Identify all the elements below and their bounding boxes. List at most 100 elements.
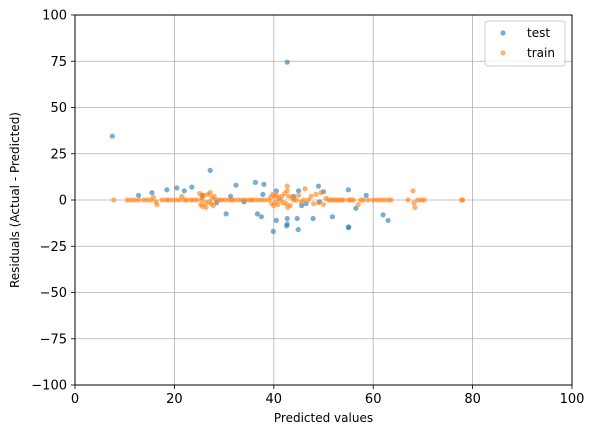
point-test: [315, 183, 322, 189]
point-train: [154, 202, 160, 208]
point-train: [275, 202, 281, 208]
point-train: [287, 203, 293, 209]
point-train: [201, 192, 207, 198]
point-train: [318, 190, 324, 196]
point-train: [313, 191, 319, 197]
point-train: [410, 188, 416, 194]
y-tick-label: −25: [40, 240, 67, 255]
y-tick-label: 50: [50, 101, 67, 116]
point-train: [210, 203, 216, 209]
point-test: [181, 188, 187, 194]
point-test: [258, 214, 264, 220]
point-test: [296, 188, 302, 194]
point-test: [299, 203, 305, 209]
point-train: [293, 197, 299, 203]
point-train: [421, 197, 427, 203]
y-tick-label: 100: [42, 9, 67, 24]
point-train: [128, 197, 134, 203]
data-points: [109, 59, 466, 234]
legend-label-test: test: [527, 26, 550, 40]
y-tick-label: −100: [31, 379, 67, 394]
point-test: [149, 190, 155, 196]
x-tick-label: 80: [464, 392, 481, 407]
point-test: [174, 185, 180, 191]
point-train: [132, 197, 138, 203]
point-train: [262, 197, 268, 203]
point-train: [460, 197, 466, 203]
y-tick-label: 25: [50, 147, 67, 162]
point-test: [380, 212, 386, 218]
point-train: [301, 197, 307, 203]
point-test: [295, 227, 301, 233]
point-test: [109, 133, 115, 139]
point-train: [203, 204, 209, 210]
point-train: [370, 197, 376, 203]
x-axis-label: Predicted values: [274, 411, 373, 425]
point-train: [231, 197, 237, 203]
point-train: [365, 197, 371, 203]
x-tick-label: 20: [166, 392, 183, 407]
point-train: [411, 200, 417, 206]
point-train: [284, 183, 290, 189]
point-train: [296, 192, 302, 198]
point-train: [179, 193, 185, 199]
point-train: [306, 197, 312, 203]
point-test: [353, 205, 359, 211]
x-tick-label: 60: [365, 392, 382, 407]
point-test: [345, 225, 351, 231]
point-test: [385, 217, 391, 223]
point-test: [284, 221, 290, 227]
point-test: [233, 182, 239, 188]
point-test: [284, 59, 290, 65]
point-train: [340, 197, 346, 203]
point-train: [207, 190, 213, 196]
point-test: [252, 179, 258, 185]
point-train: [311, 201, 317, 207]
point-train: [302, 186, 308, 192]
point-train: [320, 202, 327, 208]
legend-marker-train: [500, 50, 506, 56]
legend: test train: [484, 20, 566, 67]
point-train: [350, 197, 356, 203]
point-test: [270, 228, 276, 234]
point-test: [363, 192, 369, 198]
point-test: [329, 214, 335, 220]
x-tick-label: 40: [266, 392, 283, 407]
point-train: [308, 193, 314, 199]
point-train: [355, 202, 361, 208]
point-test: [261, 181, 267, 187]
point-test: [207, 167, 213, 173]
point-train: [184, 197, 190, 203]
point-train: [176, 197, 182, 203]
point-test: [223, 211, 229, 217]
point-test: [260, 191, 266, 197]
point-train: [251, 197, 257, 203]
point-train: [136, 197, 142, 203]
legend-label-train: train: [527, 46, 555, 60]
point-test: [254, 211, 260, 217]
point-test: [136, 192, 142, 198]
point-train: [315, 200, 322, 206]
point-train: [159, 197, 165, 203]
x-tick-label: 0: [71, 392, 79, 407]
point-test: [294, 215, 300, 222]
point-train: [111, 197, 117, 203]
point-test: [284, 215, 290, 222]
point-train: [144, 197, 150, 203]
point-train: [169, 197, 175, 203]
point-train: [388, 197, 394, 203]
point-train: [150, 194, 157, 200]
point-test: [310, 215, 316, 222]
point-train: [360, 197, 366, 203]
point-train: [284, 188, 290, 194]
point-train: [405, 197, 411, 203]
legend-marker-test: [500, 30, 506, 36]
point-test: [164, 187, 170, 193]
axis-ticks: 0 20 40 60 80 100 −100 −75 −50 −25 0 25 50 75 100: [31, 9, 584, 408]
point-train: [242, 197, 248, 203]
y-tick-label: 75: [50, 55, 67, 70]
x-tick-label: 100: [560, 392, 585, 407]
point-train: [194, 197, 200, 203]
point-test: [273, 217, 279, 223]
